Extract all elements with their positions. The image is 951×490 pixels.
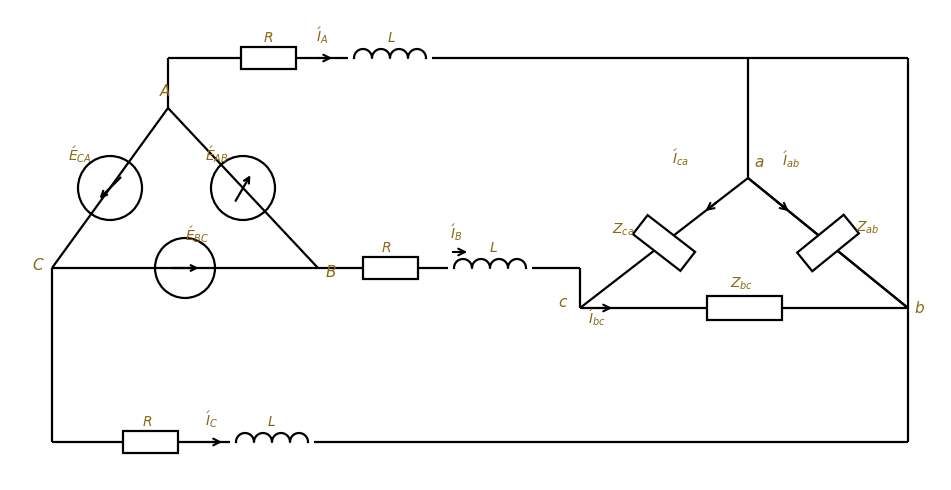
Text: A: A [160,84,170,99]
Text: $\mathregular{\acute{I}}_{bc}$: $\mathregular{\acute{I}}_{bc}$ [588,308,606,328]
Text: R: R [382,241,392,255]
Text: c: c [558,294,567,310]
Text: $\mathregular{\acute{I}}_A$: $\mathregular{\acute{I}}_A$ [316,25,328,47]
Bar [241,47,296,69]
Text: C: C [32,258,43,272]
Text: $Z_{bc}$: $Z_{bc}$ [730,276,753,292]
Text: $\mathregular{\acute{E}}_{BC}$: $\mathregular{\acute{E}}_{BC}$ [185,225,209,245]
Text: L: L [268,415,276,429]
Text: $\mathregular{\acute{E}}_{AB}$: $\mathregular{\acute{E}}_{AB}$ [205,145,228,165]
Bar [633,215,695,271]
Text: $\mathregular{\acute{I}}_C$: $\mathregular{\acute{I}}_C$ [205,410,218,430]
Text: L: L [490,241,497,255]
Bar [362,257,417,279]
Text: $\mathregular{\acute{E}}_{CA}$: $\mathregular{\acute{E}}_{CA}$ [68,145,91,165]
Text: $\mathregular{\acute{I}}_{ab}$: $\mathregular{\acute{I}}_{ab}$ [782,149,800,171]
Text: R: R [264,31,274,45]
Text: a: a [754,154,764,170]
Bar [707,296,782,320]
Text: B: B [326,265,337,279]
Text: $Z_{ca}$: $Z_{ca}$ [612,222,634,238]
Text: b: b [914,300,923,316]
Bar [123,431,178,453]
Text: $\mathregular{\acute{I}}_{ca}$: $\mathregular{\acute{I}}_{ca}$ [672,147,689,169]
Bar [797,215,859,271]
Text: L: L [388,31,396,45]
Text: $Z_{ab}$: $Z_{ab}$ [856,220,880,236]
Text: $\mathregular{\acute{I}}_B$: $\mathregular{\acute{I}}_B$ [450,222,462,244]
Text: R: R [143,415,152,429]
